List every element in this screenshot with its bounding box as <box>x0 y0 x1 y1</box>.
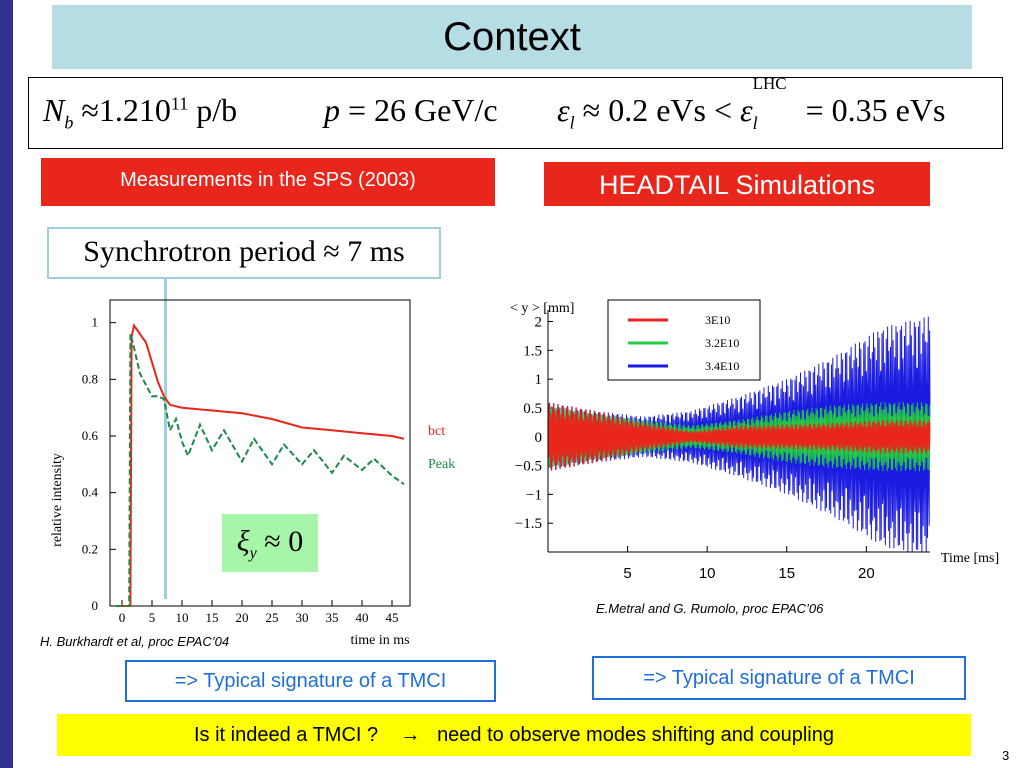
slide-sidebar <box>0 0 13 768</box>
legend-3e10: 3E10 <box>705 313 730 327</box>
intensity-chart: relative intensity 0 5 10 15 20 25 30 35 40 45 0 0.… <box>50 299 455 648</box>
legend: 3E10 3.2E10 3.4E10 <box>607 299 761 381</box>
plot-frame <box>109 299 411 607</box>
y-tick-label: 0.2 <box>82 541 98 556</box>
series-line-peak <box>116 333 405 607</box>
x-tick-label: 15 <box>778 565 795 582</box>
page-number: 3 <box>1002 748 1010 763</box>
legend-3-2e10: 3.2E10 <box>705 336 739 350</box>
y-tick-label: −1.5 <box>515 516 542 532</box>
y-tick-label: 1 <box>535 372 543 388</box>
title-bar <box>52 5 972 69</box>
slide-title: Context <box>443 15 581 59</box>
y-tick-label: −0.5 <box>515 459 542 475</box>
y-tick-label: 0.8 <box>82 371 98 386</box>
x-tick-label: 25 <box>266 610 279 625</box>
footer-banner: Is it indeed a TMCI ? → need to observe … <box>57 714 971 756</box>
parameters-box: Nb ≈1.21011 p/b p = 26 GeV/c εl ≈ 0.2 eV… <box>28 74 1003 149</box>
y-tick-label: 0.5 <box>523 401 542 417</box>
emittance-formula: εl ≈ 0.2 eVs < ε LHC l = 0.35 eVs <box>557 74 946 133</box>
y-tick-label: 0 <box>92 598 99 613</box>
y-tick-label: 0 <box>535 430 543 446</box>
x-tick-label: 30 <box>296 610 309 625</box>
left-conclusion: => Typical signature of a TMCI <box>125 660 496 702</box>
x-tick-label: 5 <box>149 610 156 625</box>
y-tick-label: 1.5 <box>523 343 542 359</box>
y-tick-label: −1 <box>526 487 542 503</box>
beam-intensity-formula: Nb ≈1.21011 p/b <box>43 92 238 133</box>
series-line-3-4e10 <box>547 316 931 553</box>
legend-peak: Peak <box>428 457 455 472</box>
right-citation: E.Metral and G. Rumolo, proc EPAC’06 <box>596 601 824 616</box>
y-tick-label: 2 <box>535 315 543 331</box>
right-conclusion: => Typical signature of a TMCI <box>592 656 966 700</box>
pointer-line <box>164 279 167 599</box>
x-axis-label: Time [ms] <box>941 551 999 566</box>
x-tick-label: 5 <box>623 565 631 582</box>
series-line-3e10 <box>547 403 931 471</box>
x-tick-label: 0 <box>119 610 126 625</box>
arrow-icon: → <box>400 724 421 746</box>
headtail-chart: < y > [mm] 5 10 15 20 −1.5 −1 −0.5 0 0.5 1 1.5 2 3E… <box>510 299 999 582</box>
legend-3-4e10: 3.4E10 <box>705 359 739 373</box>
x-tick-label: 35 <box>326 610 339 625</box>
x-axis-label: time in ms <box>350 633 409 648</box>
chromaticity-box: ξy ≈ 0 <box>222 514 318 572</box>
x-tick-label: 20 <box>236 610 249 625</box>
x-tick-label: 10 <box>699 565 716 582</box>
x-tick-label: 15 <box>206 610 219 625</box>
headtail-header: HEADTAIL Simulations <box>544 162 930 206</box>
left-citation: H. Burkhardt et al, proc EPAC’04 <box>40 634 230 649</box>
momentum-formula: p = 26 GeV/c <box>324 92 498 128</box>
x-tick-label: 45 <box>386 610 399 625</box>
y-axis-label: relative intensity <box>50 453 65 547</box>
y-axis-label: < y > [mm] <box>510 301 574 316</box>
y-tick-label: 1 <box>92 315 99 330</box>
x-tick-label: 40 <box>356 610 369 625</box>
synchrotron-period-box: Synchrotron period ≈ 7 ms <box>47 227 441 279</box>
measurements-header: Measurements in the SPS (2003) <box>41 158 495 206</box>
series-line-bct <box>116 323 405 607</box>
x-tick-label: 10 <box>176 610 189 625</box>
y-tick-label: 0.6 <box>82 428 99 443</box>
x-tick-label: 20 <box>858 565 875 582</box>
legend-bct: bct <box>428 424 445 439</box>
y-tick-label: 0.4 <box>82 485 99 500</box>
